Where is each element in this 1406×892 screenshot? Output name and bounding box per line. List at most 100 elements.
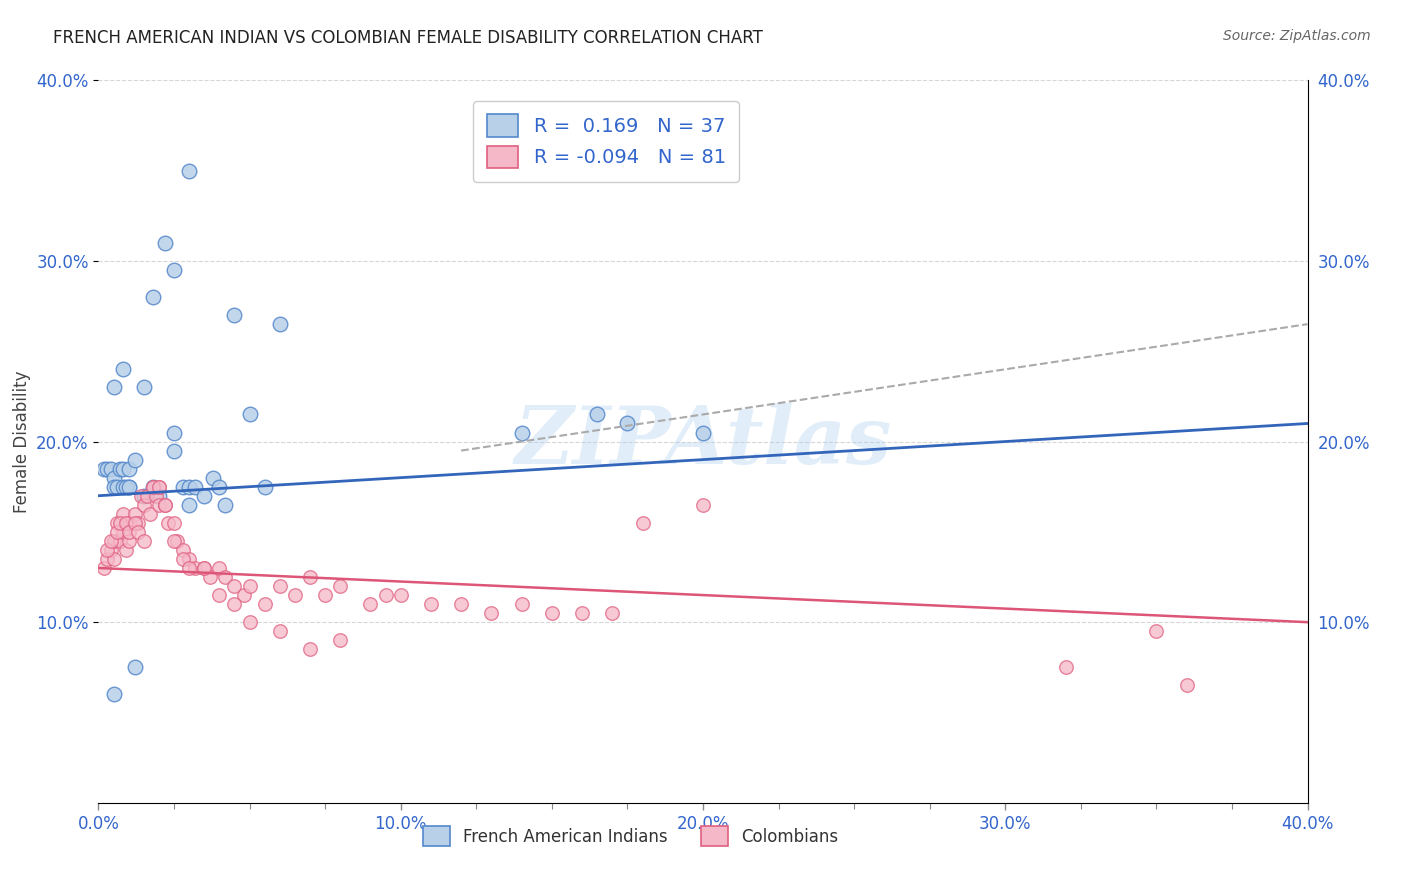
Point (510, 597, 533, 611)
Point (450, 597, 472, 611)
Text: Source: ZipAtlas.com: Source: ZipAtlas.com (1223, 29, 1371, 43)
Point (253, 480, 276, 494)
Point (148, 498, 170, 512)
Point (163, 533, 186, 548)
Point (510, 425, 533, 440)
Point (208, 561, 231, 575)
Point (389, 588, 412, 602)
Point (118, 516, 141, 530)
Point (108, 461, 131, 475)
Point (179, 561, 201, 575)
Y-axis label: Female Disability: Female Disability (13, 370, 31, 513)
Point (184, 480, 207, 494)
Point (114, 542, 136, 557)
Point (105, 516, 128, 530)
Point (1144, 624, 1167, 639)
Point (1175, 678, 1198, 692)
Point (153, 498, 176, 512)
Point (299, 570, 322, 584)
Point (142, 480, 165, 494)
Point (100, 533, 122, 548)
Point (163, 425, 186, 440)
Point (96, 461, 118, 475)
Point (111, 524, 134, 539)
Point (129, 489, 152, 503)
Point (360, 597, 382, 611)
Point (118, 524, 141, 539)
Point (127, 516, 149, 530)
Point (96, 552, 118, 566)
Point (132, 533, 155, 548)
Point (114, 480, 136, 494)
Point (111, 461, 134, 475)
Point (200, 570, 222, 584)
Point (163, 443, 186, 458)
Point (127, 524, 149, 539)
Point (135, 489, 157, 503)
Point (374, 588, 396, 602)
Point (132, 380, 155, 394)
Point (631, 516, 654, 530)
Point (118, 533, 141, 548)
Point (214, 570, 236, 584)
Point (193, 489, 215, 503)
Point (163, 516, 186, 530)
Point (193, 561, 215, 575)
Point (481, 606, 503, 620)
Point (108, 533, 131, 548)
Point (118, 461, 141, 475)
Point (148, 480, 170, 494)
Point (118, 480, 141, 494)
Point (111, 362, 134, 376)
Point (179, 163, 201, 178)
Point (153, 498, 176, 512)
Point (329, 579, 352, 593)
Legend: French American Indians, Colombians: French American Indians, Colombians (416, 820, 845, 852)
Point (232, 588, 254, 602)
Point (111, 480, 134, 494)
Point (692, 498, 714, 512)
Point (172, 542, 194, 557)
Point (1054, 660, 1077, 674)
Point (103, 380, 125, 394)
Point (156, 516, 179, 530)
Point (269, 624, 291, 639)
Point (142, 480, 165, 494)
Point (103, 471, 125, 485)
Point (586, 408, 609, 422)
Point (179, 480, 201, 494)
Point (103, 533, 125, 548)
Point (93, 561, 115, 575)
Point (239, 579, 262, 593)
Point (103, 480, 125, 494)
Point (132, 489, 155, 503)
Point (148, 489, 170, 503)
Point (329, 633, 352, 648)
Point (142, 480, 165, 494)
Point (105, 524, 128, 539)
Point (132, 498, 155, 512)
Point (239, 615, 262, 630)
Point (100, 542, 122, 557)
Point (202, 471, 225, 485)
Point (540, 606, 562, 620)
Point (145, 489, 167, 503)
Point (163, 263, 186, 277)
Point (148, 480, 170, 494)
Point (118, 480, 141, 494)
Point (166, 533, 188, 548)
Point (208, 480, 231, 494)
Point (269, 317, 291, 331)
Point (153, 235, 176, 250)
Point (124, 516, 146, 530)
Point (602, 606, 624, 620)
Point (105, 480, 128, 494)
Text: FRENCH AMERICAN INDIAN VS COLOMBIAN FEMALE DISABILITY CORRELATION CHART: FRENCH AMERICAN INDIAN VS COLOMBIAN FEMA… (53, 29, 763, 46)
Point (269, 579, 291, 593)
Point (616, 417, 638, 431)
Point (179, 498, 201, 512)
Point (193, 561, 215, 575)
Point (253, 597, 276, 611)
Point (692, 425, 714, 440)
Point (124, 452, 146, 467)
